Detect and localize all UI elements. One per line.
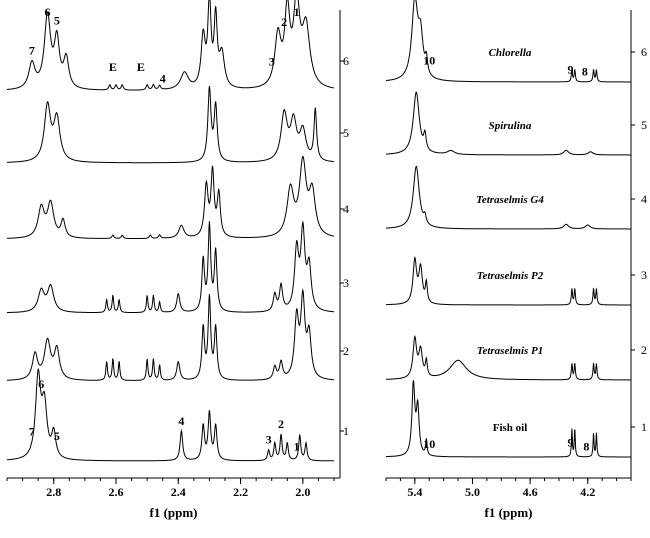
spectrum-trace-4 [386,165,631,230]
trace-index-label: 6 [641,45,647,59]
x-tick-label: 2.8 [46,485,61,499]
peak-assignment-label: 9 [567,62,573,76]
x-axis-title: f1 (ppm) [484,505,532,520]
peak-assignment-label: E [137,60,145,74]
spectrum-trace-6 [6,0,334,91]
sample-name-label: Spirulina [489,120,532,132]
peak-assignment-label: 10 [423,437,435,451]
spectrum-trace-3 [386,256,631,306]
spectrum-trace-2 [7,288,334,381]
spectrum-trace-4 [7,155,334,239]
sample-name-label: Tetraselmis P2 [477,270,544,282]
sample-name-label: Chlorella [489,47,532,59]
trace-index-label: 5 [343,126,349,140]
trace-index-label: 5 [641,118,647,132]
trace-index-label: 3 [641,268,647,282]
peak-assignment-label: 7 [29,43,35,57]
spectrum-trace-6 [386,0,631,83]
peak-assignment-label: 3 [266,433,272,447]
peak-assignment-label: 1 [294,5,300,19]
trace-index-label: 1 [641,420,647,434]
peak-assignment-label: 6 [38,377,44,391]
trace-index-label: 3 [343,276,349,290]
peak-assignment-label: 4 [178,414,184,428]
trace-index-label: 2 [641,343,647,357]
trace-index-label: 1 [343,424,349,438]
spectrum-trace-2 [386,335,631,381]
sample-name-label: Tetraselmis P1 [477,345,544,357]
peak-assignment-label: 8 [582,65,588,79]
peak-assignment-label: 10 [423,53,435,67]
peak-assignment-label: 2 [281,15,287,29]
peak-assignment-label: 5 [54,429,60,443]
x-axis-title: f1 (ppm) [149,505,197,520]
peak-assignment-label: 5 [54,14,60,28]
spectrum-trace-1 [6,367,334,462]
peak-assignment-label: 3 [269,54,275,68]
sample-name-label: Tetraselmis G4 [476,194,544,206]
peak-assignment-label: 9 [567,436,573,450]
peak-assignment-label: 7 [29,425,35,439]
x-tick-label: 4.2 [580,485,595,499]
spectrum-trace-5 [7,85,334,164]
peak-assignment-label: E [109,60,117,74]
x-tick-label: 2.6 [109,485,124,499]
trace-index-label: 6 [343,54,349,68]
peak-assignment-label: 4 [160,72,166,86]
spectrum-trace-5 [386,91,631,156]
trace-index-label: 4 [641,192,647,206]
x-tick-label: 2.4 [171,485,186,499]
trace-index-label: 2 [343,344,349,358]
trace-index-label: 4 [343,202,349,216]
spectrum-trace-3 [7,220,334,313]
x-tick-label: 5.4 [407,485,422,499]
x-tick-label: 2.0 [295,485,310,499]
x-tick-label: 5.0 [465,485,480,499]
peak-assignment-label: 1 [294,440,300,454]
peak-assignment-label: 8 [583,440,589,454]
sample-name-label: Fish oil [493,422,528,434]
spectrum-trace-1 [386,380,631,458]
x-tick-label: 2.2 [233,485,248,499]
peak-assignment-label: 2 [278,417,284,431]
x-tick-label: 4.6 [523,485,538,499]
peak-assignment-label: 6 [44,5,50,19]
